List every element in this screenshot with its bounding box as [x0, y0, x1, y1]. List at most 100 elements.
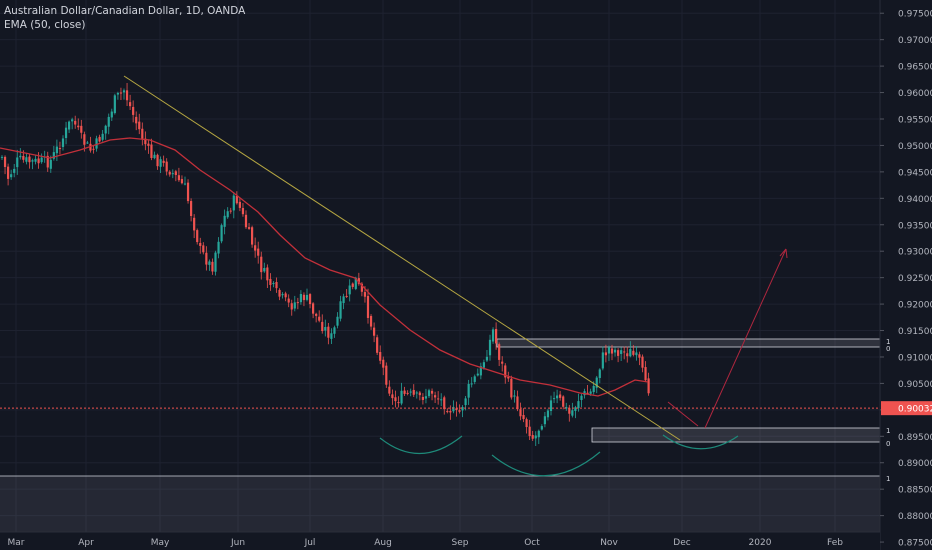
candle-body: [626, 353, 629, 357]
projection-up: [704, 248, 787, 429]
candle-body: [357, 278, 360, 284]
candle-body: [77, 125, 80, 128]
candle: [235, 191, 238, 205]
candle-body: [168, 171, 171, 175]
candle-body: [568, 407, 571, 414]
candle: [116, 91, 119, 100]
candle-body: [379, 352, 382, 361]
candle-body: [479, 366, 482, 376]
candle-body: [488, 339, 492, 356]
candle-body: [510, 378, 513, 398]
candle-body: [580, 395, 583, 400]
candle-body: [504, 365, 507, 378]
candle: [61, 135, 65, 151]
candle-body: [190, 201, 193, 217]
candle-body: [543, 416, 546, 425]
candle: [68, 120, 71, 134]
candle: [302, 292, 306, 307]
time-tick-label: Jun: [230, 538, 245, 548]
candle-body: [446, 411, 449, 413]
last-price-badge: [881, 401, 932, 416]
candle: [644, 361, 647, 382]
candle-body: [244, 214, 248, 228]
candle-body: [397, 402, 400, 404]
trendline[interactable]: [123, 75, 681, 441]
candles: [0, 82, 650, 447]
candle-body: [208, 261, 211, 265]
candle-body: [571, 410, 574, 416]
candle: [437, 391, 440, 405]
candle: [193, 214, 196, 239]
candle-body: [498, 344, 501, 360]
price-axis[interactable]: 0.97500 0.97000 0.96500 0.96000 0.95500 0.950…: [879, 0, 932, 550]
candle: [52, 145, 55, 161]
candle-body: [482, 362, 485, 368]
candle: [180, 175, 184, 185]
candle-body: [495, 329, 498, 344]
candle: [327, 322, 330, 345]
candle-body: [49, 159, 52, 169]
time-axis-bg: [0, 532, 880, 550]
candle-body: [406, 392, 409, 394]
candle: [107, 113, 110, 135]
candle: [498, 342, 501, 367]
candle-body: [321, 321, 324, 332]
candle-body: [601, 352, 604, 369]
symbol-title: Australian Dollar/Canadian Dollar, 1D, O…: [4, 5, 246, 17]
price-tick-label: 0.97500: [898, 10, 932, 20]
candle: [263, 262, 266, 273]
candle: [186, 179, 190, 204]
time-tick-label: Jul: [304, 538, 316, 548]
candle-body: [336, 316, 339, 326]
candle-body: [156, 154, 159, 167]
candle: [266, 264, 269, 288]
candle-body: [437, 398, 440, 400]
candle-body: [214, 252, 217, 272]
time-axis[interactable]: Mar Apr May Jun Jul Aug Sep Oct Nov Dec 2020 Feb: [0, 531, 880, 550]
candle-body: [86, 142, 89, 144]
candle-body: [238, 201, 241, 208]
candle: [586, 385, 589, 395]
candle: [427, 388, 431, 398]
candle: [308, 293, 312, 309]
candle: [534, 431, 537, 447]
candle: [565, 402, 568, 411]
candle-body: [540, 426, 543, 430]
candle-body: [351, 283, 354, 287]
candle: [647, 372, 650, 396]
candle-body: [199, 242, 202, 246]
candle: [223, 209, 226, 235]
candle-body: [16, 157, 19, 168]
candle-body: [434, 395, 437, 398]
candle-body: [83, 134, 86, 145]
candle-body: [122, 90, 126, 93]
price-tick-label: 0.88000: [898, 512, 932, 522]
candle-body: [247, 227, 251, 229]
candle-body: [382, 359, 385, 368]
price-tick-label: 0.96500: [898, 63, 932, 73]
candle-body: [376, 337, 379, 353]
candle: [0, 155, 4, 160]
candle: [440, 393, 443, 407]
candle: [543, 411, 546, 428]
candle-body: [516, 396, 519, 410]
candle-body: [116, 93, 119, 95]
candle-body: [135, 116, 138, 124]
candle-body: [485, 356, 489, 361]
candle: [171, 169, 174, 179]
candle: [479, 362, 482, 380]
candle-body: [98, 136, 101, 142]
candle: [525, 417, 528, 434]
price-tick-label: 0.93000: [898, 248, 932, 258]
price-tick-label: 0.92500: [898, 274, 932, 284]
candle: [113, 93, 116, 115]
candle-body: [68, 121, 71, 130]
candle: [613, 347, 617, 357]
candle: [254, 237, 257, 258]
last-price-label: 0.90032: [898, 405, 932, 415]
candle: [577, 393, 580, 412]
candle-body: [470, 383, 473, 385]
candle: [129, 94, 132, 111]
